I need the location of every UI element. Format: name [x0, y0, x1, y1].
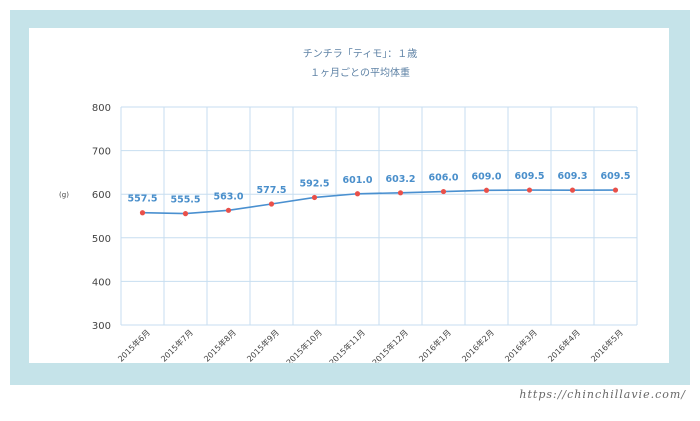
data-point [225, 207, 232, 213]
data-point [483, 187, 490, 193]
chart-panel: チンチラ「ティモ」：１歳 １ヶ月ごとの平均体重 (g) 300 400 500 600… [29, 28, 669, 363]
x-tick-label: 2015年8月 [202, 327, 238, 363]
data-label: 592.5 [299, 178, 329, 189]
data-label: 563.0 [213, 191, 243, 202]
data-point [182, 211, 189, 217]
x-tick-label: 2015年7月 [159, 327, 195, 363]
x-tick-label: 2016年2月 [460, 327, 496, 363]
chart-subtitle: １ヶ月ごとの平均体重 [310, 66, 410, 79]
data-label: 557.5 [127, 194, 157, 205]
data-label: 606.0 [428, 173, 458, 184]
data-point [526, 187, 533, 193]
x-tick-label: 2015年12月 [370, 327, 410, 363]
chart-frame: チンチラ「ティモ」：１歳 １ヶ月ごとの平均体重 (g) 300 400 500 600… [10, 10, 690, 385]
x-tick-label: 2015年6月 [116, 327, 152, 363]
data-label: 577.5 [256, 185, 286, 196]
y-tick-label: 800 [92, 103, 111, 114]
data-label: 609.0 [471, 171, 501, 182]
data-label: 609.5 [514, 171, 544, 182]
data-point [268, 201, 275, 207]
data-point [569, 187, 576, 193]
data-label: 609.3 [557, 171, 587, 182]
y-tick-label: 500 [92, 234, 111, 245]
x-tick-label: 2016年3月 [503, 327, 539, 363]
data-label: 555.5 [170, 195, 200, 206]
data-point [612, 187, 619, 193]
x-tick-label: 2015年10月 [284, 327, 324, 363]
site-url: https://chinchillavie.com/ [519, 388, 686, 401]
data-point [440, 188, 447, 195]
data-point [397, 190, 404, 196]
y-tick-label: 300 [92, 321, 111, 332]
data-point [354, 191, 361, 197]
x-tick-label: 2015年11月 [327, 327, 367, 363]
chart-title: チンチラ「ティモ」：１歳 [303, 48, 417, 60]
line-chart: チンチラ「ティモ」：１歳 １ヶ月ごとの平均体重 (g) 300 400 500 600… [59, 48, 638, 363]
y-axis-unit: (g) [59, 191, 69, 199]
y-tick-label: 600 [92, 190, 111, 201]
x-tick-label: 2016年4月 [546, 327, 582, 363]
data-label: 601.0 [342, 175, 372, 186]
y-tick-label: 400 [92, 277, 111, 288]
series-line [142, 189, 616, 215]
data-point [139, 210, 146, 216]
x-tick-label: 2015年9月 [245, 327, 281, 363]
y-tick-label: 700 [92, 147, 111, 158]
x-tick-label: 2016年1月 [417, 327, 453, 363]
data-point [311, 194, 318, 201]
data-label: 609.5 [600, 171, 630, 182]
data-label: 603.2 [385, 174, 415, 185]
x-tick-label: 2016年5月 [589, 327, 625, 363]
